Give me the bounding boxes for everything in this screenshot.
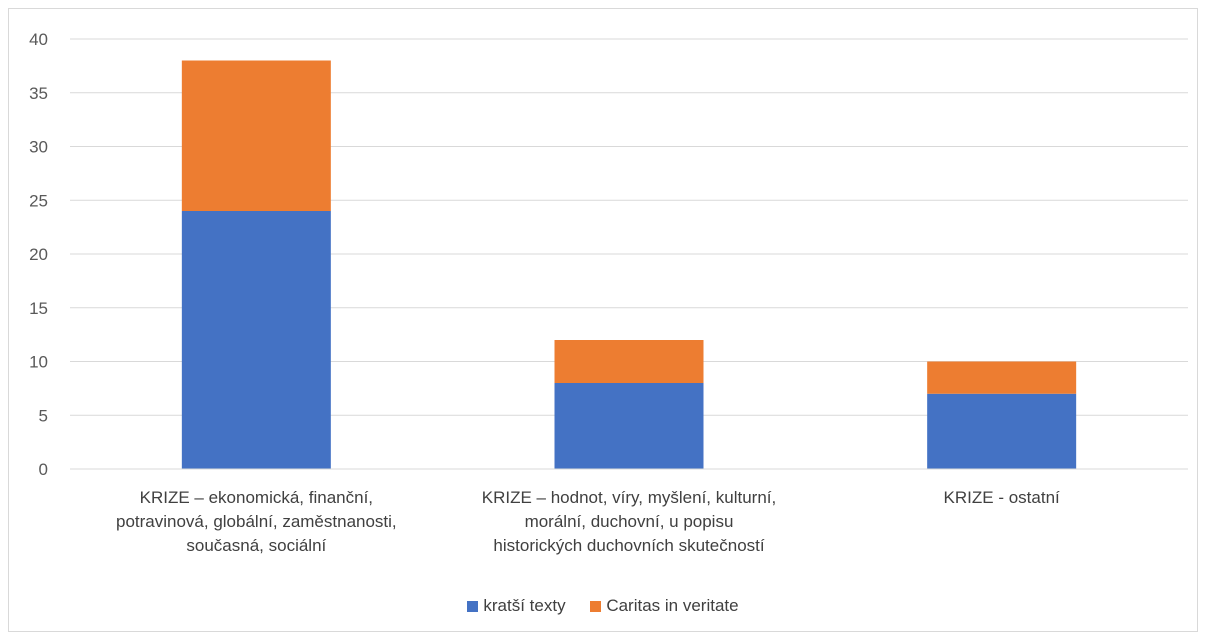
legend: kratší texty Caritas in veritate — [0, 596, 1206, 617]
x-category-label-line: KRIZE – hodnot, víry, myšlení, kulturní, — [481, 488, 777, 507]
y-tick-label: 20 — [29, 245, 48, 264]
x-category-label-line: morální, duchovní, u popisu — [524, 512, 734, 531]
bar-segment-kratsi-texty — [927, 393, 1077, 469]
bar-segment-caritas-in-veritate — [927, 361, 1077, 394]
x-category-label: KRIZE – ekonomická, finanční, potravinová… — [91, 486, 421, 558]
bar-segment-kratsi-texty — [554, 383, 704, 469]
bar-segment-kratsi-texty — [181, 211, 331, 469]
legend-item-caritas-in-veritate: Caritas in veritate — [590, 596, 739, 616]
bar-segment-caritas-in-veritate — [181, 60, 331, 211]
y-tick-label: 40 — [29, 30, 48, 49]
y-axis-ticks: 0 5 10 15 20 25 30 35 40 — [29, 30, 48, 479]
x-category-label: KRIZE – hodnot, víry, myšlení, kulturní,… — [464, 486, 794, 558]
x-category-label-line: potravinová, globální, zaměstnanosti, — [115, 512, 397, 531]
y-tick-label: 10 — [29, 353, 48, 372]
x-category-label-line: KRIZE – ekonomická, finanční, — [139, 488, 374, 507]
y-tick-label: 15 — [29, 299, 48, 318]
legend-label: kratší texty — [483, 596, 566, 615]
x-category-label: KRIZE - ostatní — [837, 486, 1167, 510]
x-category-label-line: KRIZE - ostatní — [943, 488, 1060, 507]
legend-label: Caritas in veritate — [606, 596, 739, 615]
y-tick-label: 5 — [39, 406, 48, 425]
legend-swatch-kratsi-texty — [467, 600, 479, 612]
bars — [181, 60, 1077, 469]
y-tick-label: 30 — [29, 138, 48, 157]
y-tick-label: 25 — [29, 191, 48, 210]
y-tick-label: 0 — [39, 460, 48, 479]
legend-item-kratsi-texty: kratší texty — [467, 596, 566, 616]
bar-segment-caritas-in-veritate — [554, 340, 704, 383]
x-category-label-line: historických duchovních skutečností — [493, 536, 765, 555]
y-tick-label: 35 — [29, 84, 48, 103]
x-category-label-line: současná, sociální — [186, 536, 327, 555]
legend-swatch-caritas-in-veritate — [590, 600, 602, 612]
